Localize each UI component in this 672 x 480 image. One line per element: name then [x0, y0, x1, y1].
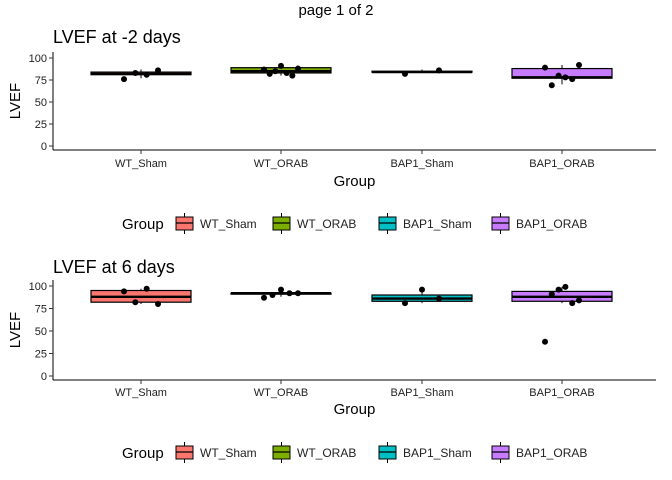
data-point — [269, 292, 276, 298]
data-point — [261, 294, 267, 301]
x-tick-label: WT_Sham — [115, 387, 167, 399]
y-tick-label: 25 — [35, 119, 47, 131]
data-point — [436, 67, 442, 74]
data-point — [278, 62, 284, 69]
data-point — [143, 285, 150, 292]
y-tick-label: 0 — [41, 141, 47, 153]
y-axis-label: LVEF — [7, 312, 24, 348]
legend-label: WT_ORAB — [297, 446, 356, 460]
data-point — [402, 300, 408, 307]
legend-label: BAP1_Sham — [403, 446, 472, 460]
data-point — [555, 72, 562, 79]
data-point — [548, 291, 555, 298]
x-tick-label: BAP1_Sham — [391, 158, 454, 170]
x-tick-label: BAP1_ORAB — [529, 158, 594, 170]
y-tick-label: 0 — [41, 371, 47, 383]
legend-label: BAP1_ORAB — [516, 217, 587, 231]
y-tick-label: 75 — [35, 75, 47, 87]
legend-label: WT_ORAB — [297, 217, 356, 231]
data-point — [402, 70, 408, 77]
data-point — [132, 299, 139, 306]
data-point — [283, 69, 290, 76]
y-axis-label: LVEF — [7, 83, 24, 119]
legend-label: BAP1_ORAB — [516, 446, 587, 460]
data-point — [132, 69, 139, 76]
data-point — [295, 65, 301, 72]
page-title: page 1 of 2 — [298, 2, 374, 19]
data-point — [272, 68, 279, 75]
data-point — [576, 62, 582, 69]
data-point — [155, 301, 161, 307]
data-point — [569, 76, 576, 83]
data-point — [436, 295, 442, 302]
data-point — [542, 64, 548, 71]
y-tick-label: 50 — [35, 97, 47, 109]
data-point — [295, 290, 301, 297]
x-axis-label: Group — [334, 173, 376, 190]
legend-title: Group — [122, 216, 164, 233]
data-point — [289, 72, 296, 79]
data-point — [562, 74, 569, 81]
data-point — [542, 338, 548, 345]
y-tick-label: 100 — [29, 53, 47, 65]
data-point — [576, 297, 582, 304]
x-tick-label: WT_ORAB — [254, 387, 308, 399]
x-tick-label: BAP1_Sham — [391, 387, 454, 399]
y-tick-label: 100 — [29, 281, 47, 293]
legend-label: WT_Sham — [200, 446, 257, 460]
data-point — [286, 290, 293, 297]
data-point — [548, 82, 555, 89]
data-point — [569, 300, 576, 307]
data-point — [555, 286, 562, 293]
x-tick-label: WT_ORAB — [254, 158, 308, 170]
data-point — [155, 67, 161, 74]
data-point — [562, 283, 569, 290]
x-axis-label: Group — [334, 401, 376, 418]
data-point — [121, 288, 127, 295]
data-point — [278, 286, 284, 293]
data-point — [266, 70, 273, 77]
chart-title: LVEF at -2 days — [53, 27, 181, 47]
chart-title: LVEF at 6 days — [53, 257, 175, 277]
y-tick-label: 50 — [35, 326, 47, 338]
legend-label: WT_Sham — [200, 217, 257, 231]
x-tick-label: WT_Sham — [115, 158, 167, 170]
data-point — [419, 286, 425, 293]
legend-title: Group — [122, 445, 164, 462]
y-tick-label: 25 — [35, 349, 47, 361]
legend-label: BAP1_Sham — [403, 217, 472, 231]
y-tick-label: 75 — [35, 304, 47, 316]
data-point — [143, 71, 150, 78]
data-point — [261, 66, 267, 73]
x-tick-label: BAP1_ORAB — [529, 387, 594, 399]
data-point — [121, 76, 127, 83]
